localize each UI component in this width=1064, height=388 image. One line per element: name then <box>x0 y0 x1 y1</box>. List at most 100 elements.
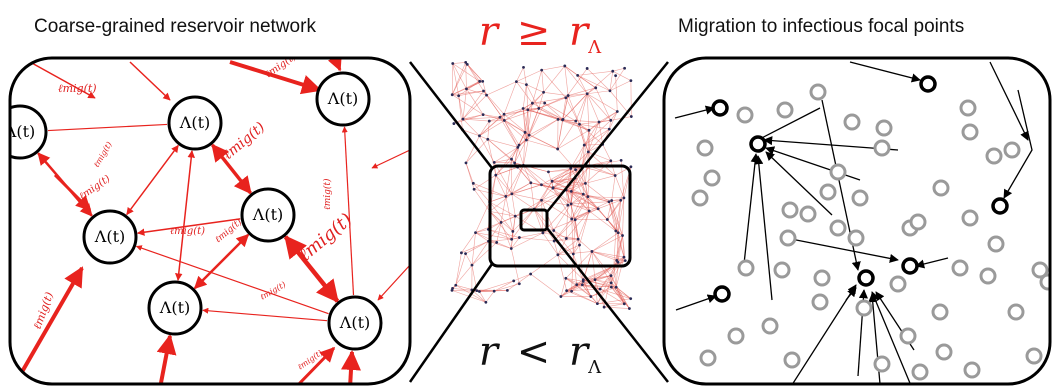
network-link <box>575 120 589 153</box>
reservoir-edge <box>29 61 96 99</box>
network-link <box>576 284 592 297</box>
network-link <box>609 68 625 91</box>
network-site <box>517 282 521 286</box>
network-link <box>552 166 583 189</box>
network-link <box>612 70 632 81</box>
network-site <box>531 101 534 105</box>
network-link <box>500 196 507 223</box>
migration-edge <box>765 151 833 216</box>
susceptible-node <box>909 213 927 231</box>
network-link <box>587 166 590 197</box>
network-link <box>465 253 473 266</box>
network-link <box>534 208 554 231</box>
network-link <box>591 232 619 252</box>
network-link <box>462 118 480 137</box>
network-link <box>579 210 590 246</box>
network-link <box>504 120 519 148</box>
network-link <box>588 210 619 233</box>
network-site <box>525 83 528 87</box>
network-site <box>566 94 570 97</box>
network-link <box>610 160 616 176</box>
network-link <box>495 175 507 197</box>
susceptible-node <box>691 189 709 207</box>
network-site <box>482 89 485 93</box>
network-site <box>586 150 590 154</box>
network-link <box>467 64 484 92</box>
network-link <box>562 93 588 120</box>
network-link <box>577 210 590 240</box>
network-site <box>464 60 468 64</box>
network-link <box>541 200 544 233</box>
network-site <box>552 229 556 232</box>
network-link <box>560 284 577 297</box>
network-link <box>495 147 519 176</box>
network-site <box>495 241 499 244</box>
network-site <box>559 295 563 298</box>
network-link <box>552 180 586 184</box>
network-link <box>607 200 612 220</box>
network-site <box>593 278 597 282</box>
susceptible-node <box>851 189 869 207</box>
network-link <box>589 165 616 176</box>
network-link <box>622 235 625 258</box>
network-link <box>590 286 617 297</box>
network-link <box>610 111 618 121</box>
network-site <box>621 234 624 237</box>
susceptible-node <box>1007 303 1025 321</box>
network-link <box>514 147 519 163</box>
network-link <box>566 183 586 191</box>
network-link <box>479 117 501 137</box>
network-link <box>504 120 527 141</box>
network-link <box>548 169 576 173</box>
susceptible-nodes <box>691 83 1050 381</box>
network-site <box>602 305 606 309</box>
focal-node <box>919 75 937 93</box>
network-site <box>450 93 454 97</box>
network-site <box>580 283 584 287</box>
reservoir-edge <box>129 61 171 101</box>
edge-label-mig: ℓmig(t) <box>296 348 324 371</box>
network-site <box>616 231 620 235</box>
network-link <box>488 229 512 240</box>
network-site <box>517 143 521 147</box>
susceptible-node <box>855 299 873 317</box>
migration-edge <box>915 257 949 269</box>
network-link <box>500 222 512 249</box>
susceptible-node <box>873 355 891 373</box>
network-link <box>594 265 614 280</box>
reservoir-node: Λ(t) <box>82 209 138 265</box>
zoom-connectors <box>408 61 669 383</box>
network-site <box>525 138 528 142</box>
network-site <box>547 170 550 174</box>
reservoir-edge <box>211 143 252 195</box>
network-link <box>511 165 524 194</box>
network-site <box>504 194 508 198</box>
node-label-lambda: Λ(t) <box>94 227 125 246</box>
network-link <box>487 121 490 140</box>
network-site <box>570 289 573 293</box>
network-link <box>553 240 559 255</box>
network-link <box>565 189 572 204</box>
network-site <box>576 73 580 77</box>
network-link <box>566 205 569 239</box>
network-link <box>571 201 609 205</box>
network-link <box>467 64 483 82</box>
network-link <box>611 282 631 299</box>
network-link <box>577 75 611 92</box>
network-site <box>609 159 613 163</box>
network-site <box>597 120 601 124</box>
network-link <box>579 124 589 152</box>
susceptible-node <box>963 361 981 379</box>
network-link <box>489 193 513 212</box>
network-link <box>571 218 579 240</box>
network-link <box>532 92 544 104</box>
network-link <box>504 120 520 146</box>
network-site <box>576 237 580 241</box>
network-site <box>513 161 517 165</box>
network-link <box>587 87 596 95</box>
network-site <box>523 130 527 134</box>
network-link <box>557 119 564 149</box>
network-link <box>494 162 515 164</box>
network-site <box>587 128 591 132</box>
